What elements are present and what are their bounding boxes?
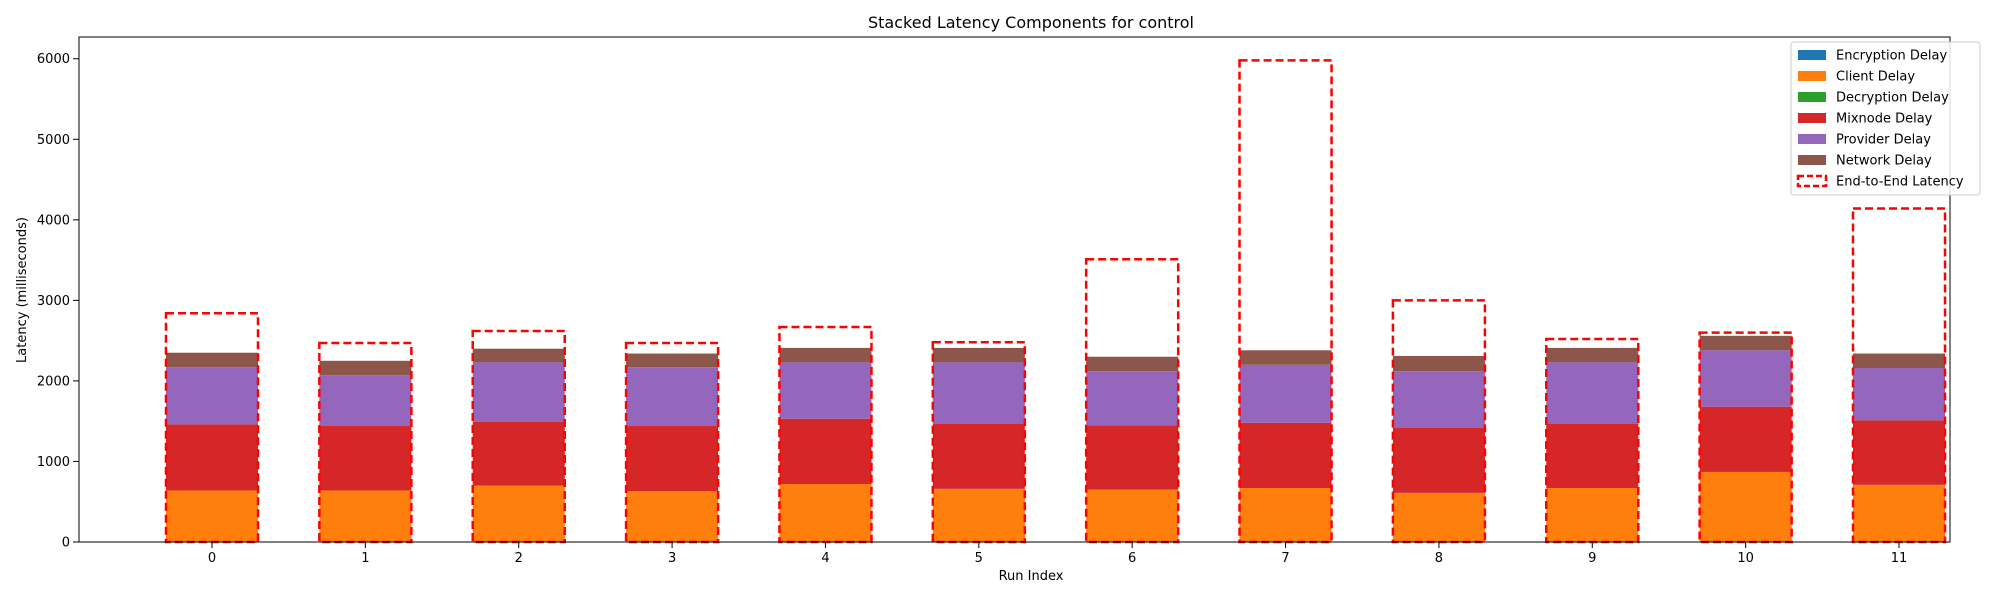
bar-provider-delay-11 [1852, 368, 1946, 421]
x-axis: 0 1 2 3 4 5 6 7 8 9 10 11 [208, 542, 1907, 566]
y-axis-label: Latency (milliseconds) [15, 217, 30, 363]
bar-mixnode-delay-3 [626, 426, 719, 492]
legend-swatch-client-delay [1798, 71, 1826, 81]
y-tick-label-0: 0 [62, 536, 70, 551]
y-axis: 0 1000 2000 3000 4000 5000 6000 [37, 52, 79, 551]
bar-provider-delay-8 [1392, 371, 1485, 428]
chart-title: Stacked Latency Components for control [868, 13, 1194, 32]
bar-network-delay-7 [1239, 350, 1332, 365]
legend: Encryption Delay Client Delay Decryption D… [1790, 41, 1981, 196]
legend-label-end-to-end-latency: End-to-End Latency [1836, 175, 1964, 190]
bar-network-delay-6 [1086, 356, 1179, 372]
bar-provider-delay-2 [472, 362, 565, 422]
bar-client-delay-8 [1392, 492, 1485, 542]
legend-label-network-delay: Network Delay [1836, 154, 1932, 169]
bar-provider-delay-4 [779, 362, 872, 419]
legend-swatch-end-to-end-latency [1796, 174, 1828, 188]
x-tick-label-7: 7 [1281, 551, 1289, 566]
bar-network-delay-5 [932, 347, 1025, 363]
bar-provider-delay-1 [319, 375, 412, 427]
bar-network-delay-0 [165, 352, 259, 368]
bar-client-delay-10 [1699, 471, 1792, 542]
y-tick-label-4000: 4000 [37, 213, 70, 228]
bar-network-delay-2 [472, 348, 565, 363]
x-tick-label-2: 2 [515, 551, 523, 566]
legend-swatch-encryption-delay [1798, 50, 1826, 60]
x-tick-label-10: 10 [1737, 551, 1754, 566]
x-tick-label-9: 9 [1588, 551, 1596, 566]
bar-mixnode-delay-10 [1699, 406, 1792, 472]
bar-client-delay-11 [1852, 484, 1946, 542]
y-tick-label-3000: 3000 [37, 294, 70, 309]
end-to-end-outlines [164, 59, 1947, 544]
bar-network-delay-4 [779, 347, 872, 363]
bar-client-delay-4 [779, 484, 872, 542]
x-tick-label-8: 8 [1435, 551, 1443, 566]
bar-provider-delay-10 [1699, 350, 1792, 407]
x-tick-label-5: 5 [975, 551, 983, 566]
bar-mixnode-delay-1 [319, 426, 412, 491]
legend-label-client-delay: Client Delay [1836, 70, 1915, 85]
x-tick-label-11: 11 [1891, 551, 1908, 566]
bar-mixnode-delay-7 [1239, 422, 1332, 489]
legend-label-provider-delay: Provider Delay [1836, 133, 1931, 148]
plot-area-frame [78, 36, 1951, 543]
bar-mixnode-delay-2 [472, 421, 565, 486]
bar-client-delay-2 [472, 485, 565, 542]
legend-label-decryption-delay: Decryption Delay [1836, 91, 1949, 106]
legend-frame [1790, 41, 1981, 196]
bar-mixnode-delay-11 [1852, 420, 1946, 485]
legend-swatch-decryption-delay [1798, 92, 1826, 102]
bar-network-delay-9 [1546, 347, 1639, 363]
x-tick-label-6: 6 [1128, 551, 1136, 566]
legend-label-mixnode-delay: Mixnode Delay [1836, 112, 1933, 127]
bar-client-delay-1 [319, 490, 412, 542]
bar-provider-delay-9 [1546, 362, 1639, 424]
legend-label-encryption-delay: Encryption Delay [1836, 49, 1948, 64]
x-tick-label-1: 1 [361, 551, 369, 566]
bar-mixnode-delay-6 [1086, 425, 1179, 490]
bar-mixnode-delay-8 [1392, 427, 1485, 493]
bar-provider-delay-6 [1086, 371, 1179, 426]
y-tick-label-2000: 2000 [37, 374, 70, 389]
x-axis-label: Run Index [999, 569, 1064, 584]
bar-client-delay-3 [626, 491, 719, 542]
x-tick-label-0: 0 [208, 551, 216, 566]
bar-client-delay-9 [1546, 488, 1639, 542]
y-tick-label-1000: 1000 [37, 455, 70, 470]
x-tick-label-3: 3 [668, 551, 676, 566]
bar-provider-delay-3 [626, 367, 719, 427]
bar-provider-delay-7 [1239, 364, 1332, 423]
bar-provider-delay-5 [932, 362, 1025, 424]
legend-swatch-provider-delay [1798, 134, 1826, 144]
bar-mixnode-delay-0 [165, 424, 259, 491]
y-tick-label-6000: 6000 [37, 52, 70, 67]
bar-network-delay-10 [1699, 335, 1792, 351]
bar-client-delay-7 [1239, 488, 1332, 542]
x-tick-label-4: 4 [821, 551, 829, 566]
legend-swatch-network-delay [1798, 155, 1826, 165]
bars-layer [165, 335, 1946, 542]
bar-mixnode-delay-4 [779, 418, 872, 485]
bar-client-delay-6 [1086, 489, 1179, 542]
bar-provider-delay-0 [165, 367, 259, 425]
bar-network-delay-1 [319, 360, 412, 376]
bar-mixnode-delay-5 [932, 423, 1025, 489]
bar-mixnode-delay-9 [1546, 423, 1639, 489]
legend-swatch-mixnode-delay [1798, 113, 1826, 123]
bar-network-delay-11 [1852, 353, 1946, 369]
bar-network-delay-8 [1392, 355, 1485, 372]
bar-client-delay-0 [165, 490, 259, 542]
end-to-end-latency-outline-10 [1698, 331, 1793, 544]
bar-client-delay-5 [932, 488, 1025, 542]
y-tick-label-5000: 5000 [37, 133, 70, 148]
bar-network-delay-3 [626, 353, 719, 368]
